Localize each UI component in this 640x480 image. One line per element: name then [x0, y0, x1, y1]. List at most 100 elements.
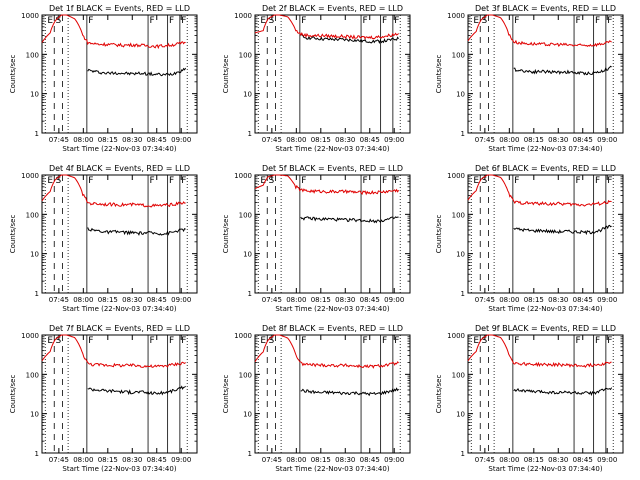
flag-label: F [382, 16, 387, 26]
x-tick-label: 07:45 [475, 296, 495, 304]
lld-series-line [41, 174, 186, 208]
x-tick-label: 09:00 [171, 456, 191, 464]
y-tick-label: 1 [248, 450, 252, 458]
x-tick-label: 08:15 [98, 136, 118, 144]
panel-2: Det 2f BLACK = Events, RED = LLD Counts/s… [222, 4, 411, 153]
x-axis-label: Start Time (22-Nov-03 07:34:40) [275, 305, 389, 313]
flag-label: F [301, 176, 306, 186]
x-tick-label: 08:00 [286, 456, 306, 464]
x-tick-label: 07:45 [49, 456, 69, 464]
y-tick-label: 100 [26, 211, 39, 219]
y-tick-label: 10 [30, 91, 39, 99]
y-tick-label: 10 [243, 251, 252, 259]
y-tick-label: 1 [461, 450, 465, 458]
flag-label: F [169, 176, 174, 186]
x-tick-label: 08:00 [73, 456, 93, 464]
lld-series-line [254, 174, 400, 196]
y-tick-label: 10 [243, 91, 252, 99]
y-tick-label: 1 [248, 290, 252, 298]
y-tick-label: 1000 [21, 332, 39, 340]
y-axis-label: Counts/sec [222, 375, 230, 414]
event-marker-label: S [482, 176, 488, 186]
x-tick-label: 09:00 [384, 296, 404, 304]
x-tick-label: 08:45 [147, 136, 167, 144]
flag-label: F [607, 16, 612, 26]
panel-title: Det 9f BLACK = Events, RED = LLD [475, 324, 616, 333]
x-tick-label: 08:45 [360, 136, 380, 144]
y-tick-label: 100 [26, 51, 39, 59]
event-marker-label: S [269, 336, 275, 346]
lld-series-line [254, 334, 399, 369]
event-marker-label: S [56, 176, 62, 186]
flag-label: F [595, 176, 600, 186]
event-marker-label: E [473, 16, 479, 26]
flag-label: F [149, 336, 154, 346]
flag-label: F [575, 336, 580, 346]
x-tick-label: 09:00 [384, 456, 404, 464]
x-axis-label: Start Time (22-Nov-03 07:34:40) [275, 145, 389, 153]
y-tick-label: 10 [456, 411, 465, 419]
flag-label: F [394, 336, 399, 346]
flag-label: F [181, 16, 186, 26]
y-tick-label: 1 [35, 450, 39, 458]
y-tick-label: 1 [248, 130, 252, 138]
events-series-line [513, 65, 612, 76]
flag-label: F [181, 336, 186, 346]
x-tick-label: 08:15 [311, 296, 331, 304]
event-marker-label: E [47, 16, 53, 26]
flag-label: F [607, 176, 612, 186]
x-tick-label: 08:30 [335, 456, 355, 464]
y-tick-label: 10 [30, 251, 39, 259]
events-series-line [87, 67, 187, 77]
y-tick-label: 1 [461, 130, 465, 138]
flag-label: F [514, 16, 519, 26]
events-series-line [87, 227, 186, 236]
flag-label: F [149, 176, 154, 186]
x-tick-label: 08:15 [311, 456, 331, 464]
lld-series-line [41, 334, 186, 368]
x-tick-label: 07:45 [49, 136, 69, 144]
x-axis-label: Start Time (22-Nov-03 07:34:40) [62, 305, 176, 313]
y-axis-label: Counts/sec [222, 215, 230, 254]
panel-title: Det 2f BLACK = Events, RED = LLD [262, 4, 403, 13]
x-tick-label: 08:00 [499, 296, 519, 304]
flag-label: F [595, 336, 600, 346]
event-marker-label: S [269, 16, 275, 26]
x-tick-label: 07:45 [262, 296, 282, 304]
x-tick-label: 08:00 [73, 136, 93, 144]
event-marker-label: S [482, 16, 488, 26]
panel-title: Det 8f BLACK = Events, RED = LLD [262, 324, 403, 333]
flag-label: F [382, 176, 387, 186]
y-tick-label: 1 [35, 130, 39, 138]
x-axis-label: Start Time (22-Nov-03 07:34:40) [488, 145, 602, 153]
x-tick-label: 07:45 [262, 136, 282, 144]
plot-frame [41, 174, 198, 294]
y-axis-label: Counts/sec [222, 55, 230, 94]
x-tick-label: 08:30 [122, 296, 142, 304]
x-tick-label: 07:45 [475, 136, 495, 144]
flag-label: F [301, 16, 306, 26]
y-axis-label: Counts/sec [435, 55, 443, 94]
flag-label: F [88, 176, 93, 186]
y-tick-label: 100 [452, 51, 465, 59]
event-marker-label: E [260, 176, 266, 186]
flag-label: F [362, 176, 367, 186]
x-tick-label: 09:00 [597, 456, 617, 464]
x-tick-label: 08:30 [122, 456, 142, 464]
x-tick-label: 09:00 [597, 296, 617, 304]
flag-label: F [514, 336, 519, 346]
x-tick-label: 08:30 [122, 136, 142, 144]
x-tick-label: 08:00 [286, 296, 306, 304]
x-tick-label: 08:00 [499, 456, 519, 464]
x-tick-label: 08:15 [98, 296, 118, 304]
plot-frame [41, 14, 198, 134]
x-tick-label: 08:00 [499, 136, 519, 144]
y-tick-label: 1000 [447, 12, 465, 20]
x-axis-label: Start Time (22-Nov-03 07:34:40) [62, 465, 176, 473]
events-series-line [300, 387, 399, 397]
lld-series-line [254, 14, 399, 40]
flag-label: F [88, 336, 93, 346]
flag-label: F [514, 176, 519, 186]
panel-title: Det 3f BLACK = Events, RED = LLD [475, 4, 616, 13]
panel-7: Det 7f BLACK = Events, RED = LLD Counts/s… [9, 324, 198, 473]
